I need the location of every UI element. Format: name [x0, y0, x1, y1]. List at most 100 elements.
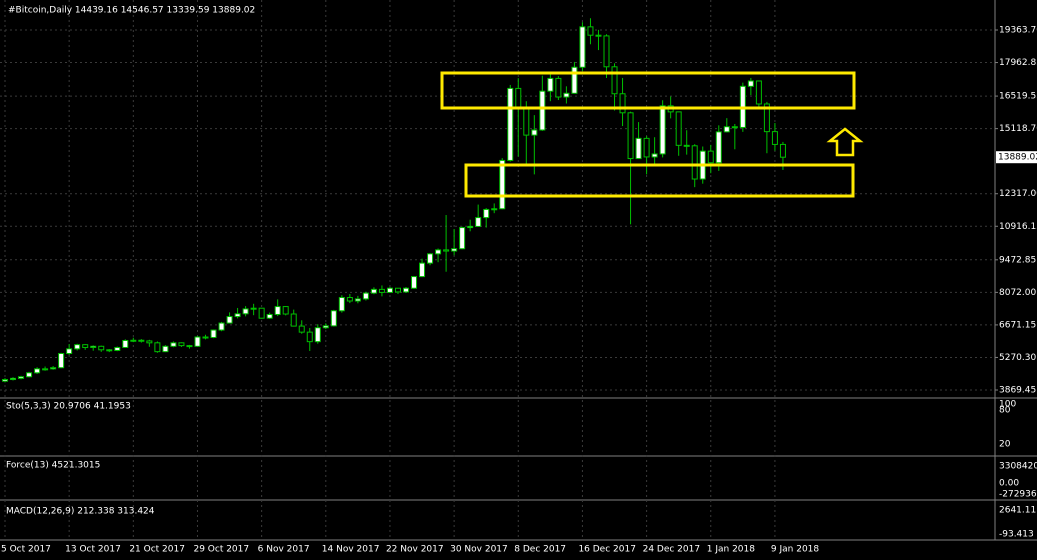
candle-body: [419, 262, 426, 278]
candle-body: [10, 377, 17, 381]
y-tick-label: 8072.00: [999, 288, 1036, 298]
candle-body: [2, 379, 8, 382]
candle-body: [499, 159, 506, 210]
candle-body: [298, 325, 305, 333]
candle-body: [362, 292, 369, 300]
candle-body: [58, 353, 65, 369]
candle-body: [122, 339, 129, 348]
candle-body: [114, 346, 121, 351]
candle-body: [226, 316, 233, 324]
candle-body: [138, 339, 145, 342]
candle-body: [234, 313, 241, 318]
indicator-axis-label: -2729367: [999, 490, 1037, 500]
x-tick-label: 9 Jan 2018: [771, 545, 819, 555]
candle-body: [354, 298, 361, 302]
candle-body: [571, 66, 578, 94]
candle-body: [627, 112, 634, 160]
candle-body: [563, 92, 570, 98]
x-tick-label: 1 Jan 2018: [707, 545, 755, 555]
candle-body: [731, 126, 738, 129]
candle-body: [178, 342, 185, 347]
candle-body: [675, 111, 682, 146]
candle-body: [290, 313, 297, 327]
candle-body: [651, 153, 658, 158]
x-tick-label: 8 Dec 2017: [514, 545, 566, 555]
candle-body: [595, 34, 602, 37]
candle-body: [467, 225, 474, 229]
x-tick-label: 5 Oct 2017: [1, 545, 51, 555]
candle-body: [443, 249, 450, 252]
candle-body: [435, 249, 442, 255]
candle-body: [475, 217, 482, 227]
candle-body: [483, 208, 490, 219]
last-price-label: 13889.02: [998, 153, 1037, 163]
candle-body: [411, 276, 418, 289]
candle-body: [635, 137, 642, 160]
candle-body: [194, 336, 201, 347]
indicator-axis-label: 20: [999, 440, 1011, 450]
candle-body: [763, 103, 770, 133]
candle-body: [82, 344, 89, 348]
candle-body: [587, 26, 594, 36]
candle-body: [755, 80, 762, 105]
y-tick-label: 6671.15: [999, 320, 1036, 330]
annotation-arrow: [826, 127, 864, 157]
candle-body: [659, 105, 666, 155]
indicator-axis-label: 33084205: [999, 462, 1037, 472]
candle-body: [619, 93, 626, 114]
candle-body: [74, 344, 81, 350]
indicator-axis-label: 80: [999, 406, 1011, 416]
x-tick-label: 16 Dec 2017: [578, 545, 636, 555]
candle-body: [186, 345, 193, 348]
candle-body: [771, 131, 778, 145]
candle-body: [715, 131, 722, 164]
candle-body: [250, 307, 257, 310]
y-tick-label: 9472.85: [999, 255, 1036, 265]
candle-body: [42, 368, 49, 371]
y-tick-label: 12317.00: [999, 189, 1037, 199]
candle-body: [34, 368, 41, 374]
chart-title: #Bitcoin,Daily 14439.16 14546.57 13339.5…: [8, 6, 255, 16]
candle-body: [162, 345, 169, 353]
y-tick-label: 17962.85: [999, 58, 1037, 68]
indicator-title: MACD(12,26,9) 212.338 313.424: [6, 507, 155, 517]
candle-body: [515, 87, 522, 108]
candle-body: [98, 345, 105, 351]
last-price-marker: [996, 151, 1037, 164]
candle-body: [403, 287, 409, 293]
candle-body: [723, 126, 730, 133]
candle-body: [242, 308, 249, 315]
candle-body: [18, 376, 25, 379]
y-tick-label: 19363.70: [999, 26, 1037, 36]
candle-body: [258, 307, 265, 319]
candle-body: [66, 348, 73, 355]
candle-body: [154, 342, 161, 353]
indicator-axis-label: 2641.11: [999, 506, 1036, 516]
candle-body: [643, 137, 650, 158]
candle-body: [306, 331, 313, 343]
candle-body: [330, 310, 337, 327]
candle-body: [683, 144, 690, 147]
candle-body: [603, 35, 610, 68]
candle-body: [531, 129, 538, 136]
y-tick-label: 10916.15: [999, 222, 1037, 232]
indicator-title: Force(13) 4521.3015: [6, 461, 100, 471]
candle-body: [130, 339, 137, 342]
candle-body: [779, 143, 786, 158]
x-tick-label: 29 Oct 2017: [193, 545, 249, 555]
candle-body: [386, 287, 393, 293]
candle-body: [611, 66, 618, 95]
annotation-box: [440, 71, 856, 110]
candle-body: [314, 327, 321, 343]
candle-body: [747, 80, 754, 87]
candle-body: [707, 150, 714, 164]
candle-body: [394, 287, 401, 293]
candle-body: [346, 297, 353, 302]
candle-body: [90, 345, 97, 348]
candle-body: [427, 253, 434, 264]
candle-body: [539, 90, 546, 131]
indicator-axis-label: 0.00: [999, 479, 1019, 489]
candle-body: [26, 372, 33, 378]
candle-body: [266, 313, 273, 319]
